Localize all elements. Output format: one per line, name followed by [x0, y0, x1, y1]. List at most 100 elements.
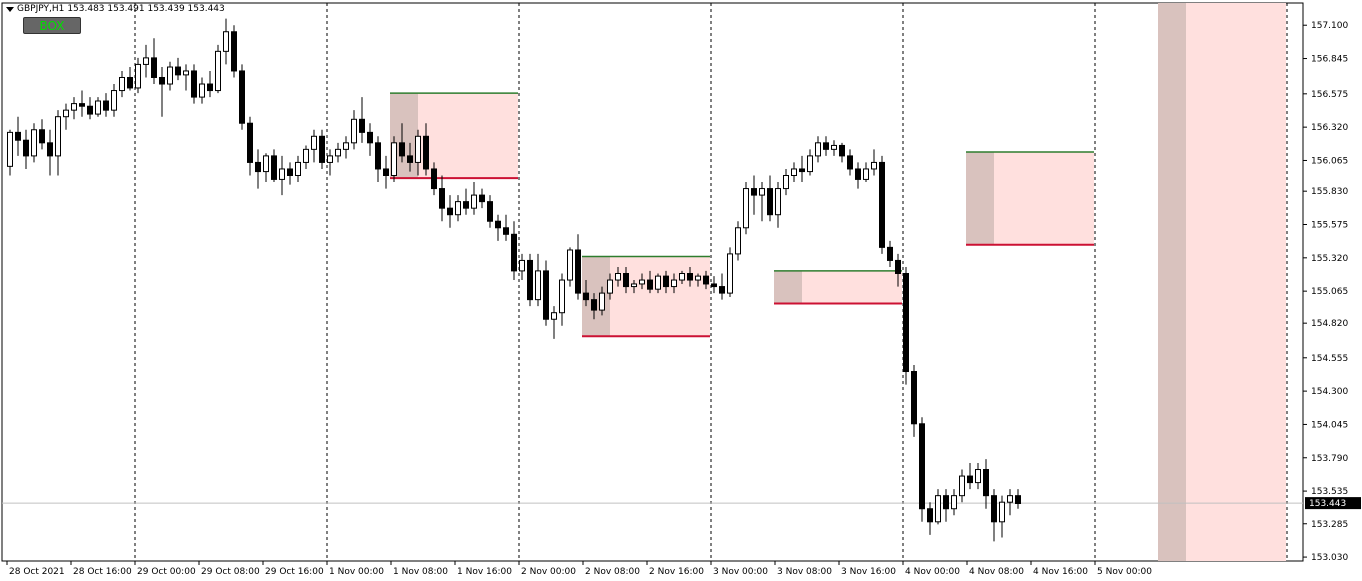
candle-body — [839, 144, 845, 157]
candle-body — [383, 168, 389, 176]
candle-body — [735, 227, 741, 255]
candle-body — [975, 469, 981, 484]
candle-body — [743, 188, 749, 229]
candle-body — [439, 188, 445, 209]
y-tick-label: 153.030 — [1311, 553, 1348, 563]
candle-body — [535, 270, 541, 301]
candle-body — [359, 118, 365, 133]
candle-body — [527, 259, 533, 301]
candle-body — [551, 312, 557, 320]
candle-body — [687, 273, 693, 281]
candle-body — [663, 275, 669, 288]
candle-body — [799, 168, 805, 173]
candle-body — [151, 57, 157, 78]
candle-body — [191, 70, 197, 98]
candle-body — [239, 70, 245, 124]
candle-body — [303, 148, 309, 163]
candle-body — [495, 220, 501, 229]
candle-body — [47, 142, 53, 157]
candle-body — [1007, 495, 1013, 503]
candle-body — [807, 155, 813, 173]
candle-body — [823, 142, 829, 150]
y-tick-label: 155.320 — [1311, 254, 1348, 264]
y-tick-label: 155.065 — [1311, 287, 1348, 297]
x-tick-label: 4 Nov 16:00 — [1033, 567, 1088, 577]
range-box-shade — [1158, 3, 1186, 561]
candle-body — [231, 31, 237, 72]
candle-body — [895, 259, 901, 275]
candle-body — [887, 246, 893, 261]
candle-body — [647, 279, 653, 290]
y-tick-label: 156.065 — [1311, 156, 1348, 166]
candle-body — [263, 155, 269, 173]
candle-body — [271, 155, 277, 180]
range-box-shade — [966, 151, 994, 245]
x-tick-label: 1 Nov 16:00 — [457, 567, 512, 577]
y-tick-label: 153.535 — [1311, 487, 1348, 497]
x-tick-label: 1 Nov 00:00 — [329, 567, 384, 577]
candle-body — [207, 83, 213, 92]
candle-body — [95, 100, 101, 115]
candle-body — [287, 168, 293, 176]
candle-body — [7, 131, 13, 167]
y-tick-label: 154.300 — [1311, 387, 1348, 397]
candle-body — [791, 168, 797, 176]
y-tick-label: 156.320 — [1311, 123, 1348, 133]
x-tick-label: 4 Nov 08:00 — [969, 567, 1024, 577]
current-price-tag — [1305, 497, 1361, 510]
candle-body — [447, 207, 453, 216]
candle-body — [223, 31, 229, 52]
candle-body — [695, 275, 701, 281]
x-tick-label: 4 Nov 00:00 — [905, 567, 960, 577]
candle-body — [455, 201, 461, 216]
candle-body — [871, 161, 877, 170]
candle-body — [71, 103, 77, 111]
candle-body — [87, 105, 93, 115]
candle-body — [327, 155, 333, 163]
candle-body — [407, 155, 413, 163]
candle-body — [631, 283, 637, 288]
x-tick-label: 3 Nov 16:00 — [841, 567, 896, 577]
candle-body — [111, 90, 117, 111]
x-tick-label: 2 Nov 08:00 — [585, 567, 640, 577]
candle-body — [183, 70, 189, 76]
y-tick-label: 155.575 — [1311, 221, 1348, 231]
x-tick-label: 2 Nov 16:00 — [649, 567, 704, 577]
x-tick-label: 29 Oct 16:00 — [265, 567, 324, 577]
candle-body — [671, 279, 677, 288]
candle-body — [215, 50, 221, 92]
candle-body — [487, 201, 493, 222]
candle-body — [367, 131, 373, 144]
y-tick-label: 154.820 — [1311, 319, 1348, 329]
box-button[interactable]: BOX — [23, 17, 81, 34]
candle-body — [919, 423, 925, 510]
x-tick-label: 28 Oct 16:00 — [73, 567, 132, 577]
candle-body — [79, 103, 85, 107]
candle-body — [991, 495, 997, 523]
candle-body — [719, 286, 725, 294]
candle-body — [31, 129, 37, 157]
dropdown-triangle-icon[interactable] — [6, 6, 14, 12]
candle-body — [295, 161, 301, 176]
candle-body — [615, 273, 621, 281]
candle-body — [1015, 495, 1021, 505]
candle-body — [591, 299, 597, 311]
candle-body — [23, 139, 29, 157]
candle-body — [55, 116, 61, 157]
candle-body — [831, 144, 837, 150]
candle-body — [39, 129, 45, 144]
y-tick-label: 156.845 — [1311, 55, 1348, 65]
candle-body — [863, 168, 869, 180]
candle-body — [119, 76, 125, 92]
plot-area — [1, 2, 1304, 562]
candle-body — [623, 273, 629, 288]
candle-body — [391, 142, 397, 176]
symbol-label: GBPJPY,H1 — [17, 4, 65, 14]
x-tick-label: 2 Nov 00:00 — [521, 567, 576, 577]
candle-body — [607, 279, 613, 294]
x-tick-label: 28 Oct 2021 — [9, 567, 65, 577]
current-price-tag-label: 153.443 — [1309, 499, 1346, 509]
candle-body — [967, 475, 973, 484]
candle-body — [903, 273, 909, 373]
